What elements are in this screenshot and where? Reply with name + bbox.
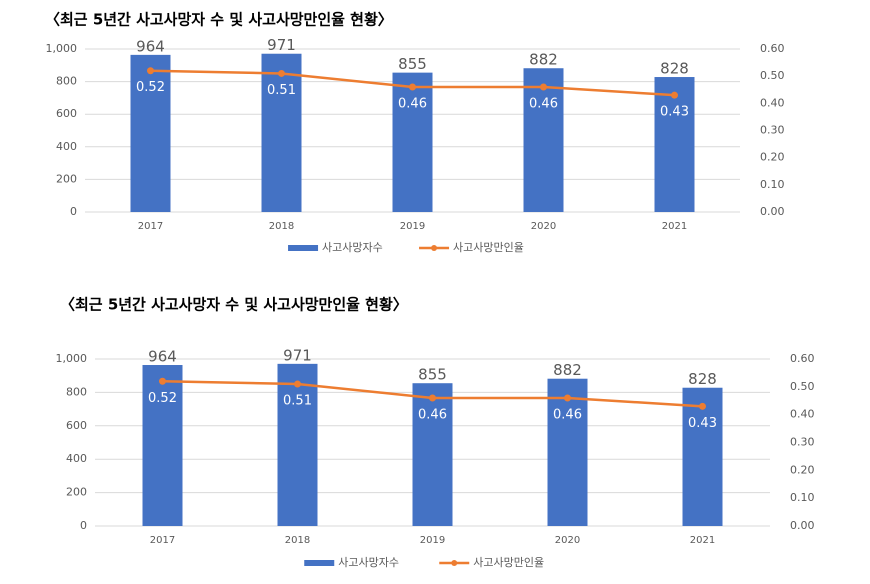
legend-swatch — [431, 245, 438, 251]
data-label: 0.52 — [136, 80, 165, 95]
point — [147, 67, 154, 75]
y2-tick-label: 0.60 — [790, 352, 815, 365]
y2-tick-label: 0.30 — [760, 124, 785, 137]
x-tick-label: 2017 — [138, 221, 163, 232]
x-tick-label: 2018 — [269, 221, 294, 232]
y2-tick-label: 0.20 — [790, 463, 815, 476]
point — [540, 83, 547, 91]
x-tick-label: 2021 — [662, 221, 687, 232]
data-label: 0.43 — [660, 105, 689, 120]
y-tick-label: 400 — [66, 452, 87, 465]
y2-tick-label: 0.50 — [790, 380, 815, 393]
point — [409, 83, 416, 91]
x-tick-label: 2020 — [555, 535, 580, 546]
point — [159, 377, 166, 385]
data-label: 855 — [398, 55, 427, 73]
data-label: 0.46 — [529, 97, 558, 112]
bar — [412, 383, 453, 526]
data-label: 964 — [136, 37, 165, 55]
data-label: 882 — [553, 361, 582, 379]
y2-tick-label: 0.00 — [760, 205, 785, 218]
x-tick-label: 2019 — [400, 221, 425, 232]
y2-tick-label: 0.50 — [760, 69, 785, 82]
x-tick-label: 2019 — [420, 535, 445, 546]
y-tick-label: 1,000 — [56, 352, 88, 365]
bar — [277, 363, 318, 526]
x-tick-label: 2020 — [531, 221, 556, 232]
point — [429, 394, 436, 402]
data-label: 0.51 — [283, 394, 312, 409]
legend-label: 사고사망자수 — [322, 241, 383, 254]
chart-title: 〈최근 5년간 사고사망자 수 및 사고사망만인율 현황〉 — [60, 296, 408, 314]
point — [699, 402, 706, 410]
legend-label: 사고사망자수 — [338, 556, 399, 569]
y-tick-label: 800 — [66, 385, 87, 398]
y-tick-label: 200 — [66, 486, 87, 499]
y2-tick-label: 0.40 — [760, 96, 785, 109]
data-label: 0.46 — [398, 97, 427, 112]
y-tick-label: 600 — [56, 107, 77, 120]
bar — [130, 54, 171, 213]
data-label: 964 — [148, 348, 177, 366]
data-label: 0.43 — [688, 416, 717, 431]
y2-tick-label: 0.10 — [760, 178, 785, 191]
legend-swatch — [451, 560, 458, 566]
legend-label: 사고사망만인율 — [453, 241, 524, 254]
data-label: 971 — [267, 36, 296, 54]
data-label: 882 — [529, 51, 558, 69]
x-tick-label: 2021 — [690, 535, 715, 546]
bar — [654, 77, 695, 212]
data-label: 971 — [283, 346, 312, 364]
chart-title: 〈최근 5년간 사고사망자 수 및 사고사망만인율 현황〉 — [45, 11, 393, 29]
bar — [142, 365, 183, 526]
point — [278, 69, 285, 77]
y2-tick-label: 0.00 — [790, 519, 815, 532]
bar — [547, 378, 588, 526]
y-tick-label: 0 — [80, 519, 87, 532]
y-tick-label: 400 — [56, 140, 77, 153]
y2-tick-label: 0.10 — [790, 491, 815, 504]
data-label: 0.51 — [267, 83, 296, 98]
y-tick-label: 0 — [70, 205, 77, 218]
bar — [392, 72, 433, 212]
y2-tick-label: 0.20 — [760, 151, 785, 164]
data-label: 0.46 — [418, 407, 447, 422]
y-tick-label: 800 — [56, 75, 77, 88]
bar — [682, 387, 723, 526]
bar — [523, 68, 564, 212]
data-label: 828 — [688, 370, 717, 388]
data-label: 0.46 — [553, 407, 582, 422]
data-label: 0.52 — [148, 391, 177, 406]
y-tick-label: 200 — [56, 172, 77, 185]
x-tick-label: 2018 — [285, 535, 310, 546]
y2-tick-label: 0.60 — [760, 42, 785, 55]
legend-swatch — [288, 245, 319, 251]
y-tick-label: 600 — [66, 419, 87, 432]
data-label: 855 — [418, 366, 447, 384]
legend-label: 사고사망만인율 — [473, 556, 544, 569]
point — [294, 380, 301, 388]
y-tick-label: 1,000 — [46, 42, 78, 55]
point — [564, 394, 571, 402]
legend-swatch — [304, 560, 335, 566]
y2-tick-label: 0.30 — [790, 436, 815, 449]
data-label: 828 — [660, 60, 689, 78]
y2-tick-label: 0.40 — [790, 408, 815, 421]
bar — [261, 53, 302, 212]
x-tick-label: 2017 — [150, 535, 175, 546]
point — [671, 91, 678, 99]
